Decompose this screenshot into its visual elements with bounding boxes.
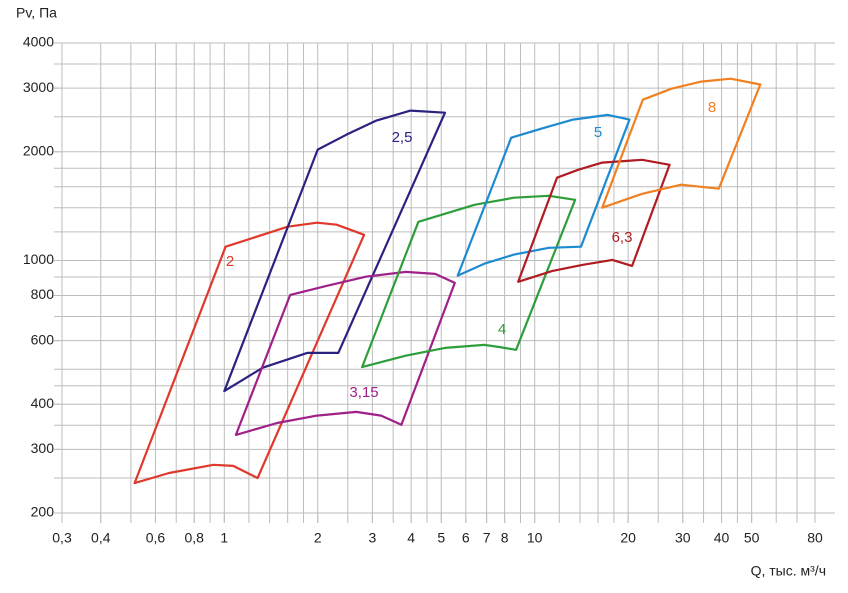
x-axis-label: Q, тыс. м³/ч <box>751 563 826 579</box>
y-tick-label: 400 <box>31 395 55 411</box>
x-tick-label: 50 <box>744 530 760 546</box>
y-tick-label: 3000 <box>23 79 54 95</box>
y-tick-label: 1000 <box>23 251 54 267</box>
series-label: 6,3 <box>612 229 633 246</box>
fan-region <box>517 158 671 283</box>
fan-region <box>361 194 577 369</box>
series-label: 4 <box>498 321 506 338</box>
fan-region <box>223 109 447 393</box>
fan-region <box>234 270 456 436</box>
y-tick-label: 300 <box>31 440 55 456</box>
x-tick-label: 8 <box>501 530 509 546</box>
series-label: 2,5 <box>392 129 413 146</box>
fan-region <box>456 113 631 277</box>
x-tick-label: 7 <box>483 530 491 546</box>
x-tick-label: 6 <box>462 530 470 546</box>
series-label: 3,15 <box>349 384 378 401</box>
x-tick-label: 10 <box>527 530 543 546</box>
x-tick-label: 30 <box>675 530 691 546</box>
x-tick-label: 4 <box>407 530 415 546</box>
y-tick-label: 4000 <box>23 34 54 50</box>
x-tick-label: 20 <box>620 530 636 546</box>
series-label: 5 <box>594 124 602 141</box>
x-tick-label: 40 <box>714 530 730 546</box>
x-tick-label: 80 <box>807 530 823 546</box>
series-label: 2 <box>226 253 234 270</box>
x-tick-label: 1 <box>220 530 228 546</box>
x-tick-label: 0,8 <box>184 530 204 546</box>
y-tick-label: 800 <box>31 286 55 302</box>
series-label: 8 <box>708 99 716 116</box>
x-tick-label: 0,4 <box>91 530 111 546</box>
y-tick-label: 2000 <box>23 142 54 158</box>
y-axis-label: Pv, Па <box>16 5 57 21</box>
x-tick-label: 0,3 <box>52 530 72 546</box>
fan-region <box>133 221 366 485</box>
x-tick-label: 5 <box>437 530 445 546</box>
x-tick-label: 3 <box>368 530 376 546</box>
x-tick-label: 0,6 <box>146 530 166 546</box>
y-tick-label: 200 <box>31 504 55 520</box>
fan-region <box>601 77 762 209</box>
x-tick-label: 2 <box>314 530 322 546</box>
y-tick-label: 600 <box>31 331 55 347</box>
